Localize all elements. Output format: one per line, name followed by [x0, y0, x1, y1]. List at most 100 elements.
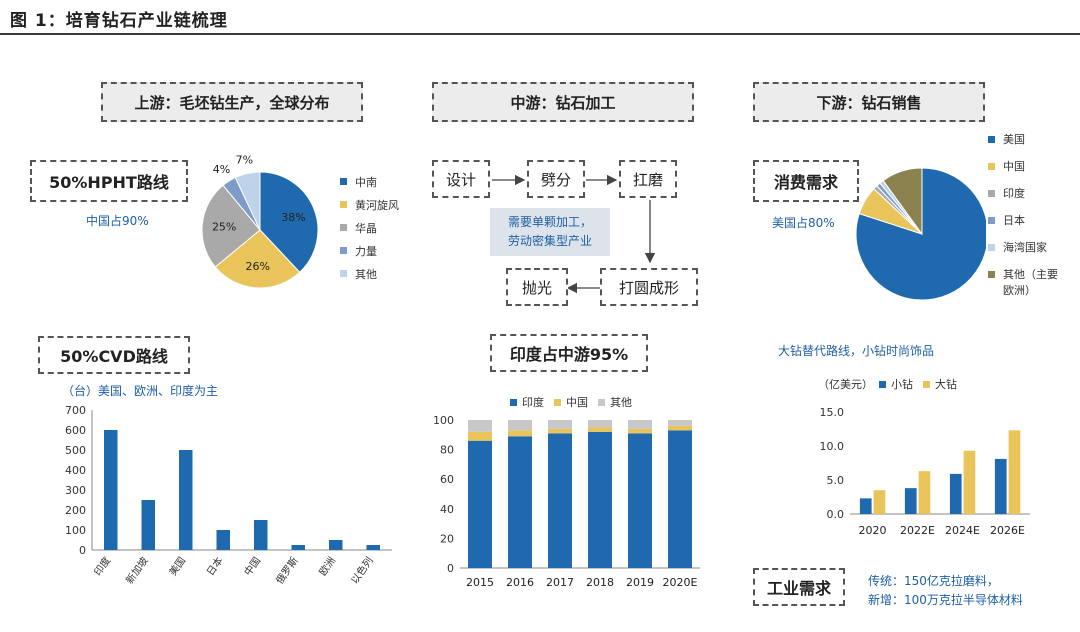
cvd-bar-chart: 0 100 200 300 400 500 600 700 印度 新加坡 美国 日本 中国 俄罗斯 欧洲 以色… [65, 404, 392, 586]
legend-label: 华晶 [355, 221, 377, 235]
legend-swatch [923, 380, 930, 388]
legend-swatch [988, 190, 995, 197]
legend-swatch [879, 380, 886, 388]
legend-label: 大钻 [935, 378, 957, 391]
legend-item: 其他（主要欧洲） [988, 267, 1065, 303]
hpht-note: 中国占90% [86, 214, 149, 228]
legend-item: 海湾国家 [988, 240, 1065, 267]
legend-label: 中国 [1003, 160, 1025, 173]
bar [216, 530, 230, 550]
legend-label: 力量 [355, 244, 377, 258]
bar [329, 540, 343, 550]
bar [141, 500, 155, 550]
cvd-note: （台）美国、欧洲、印度为主 [62, 384, 219, 398]
hpht-route-label: 50%HPHT路线 [30, 160, 188, 202]
stacked-bar-segment [628, 428, 652, 434]
step-cleave: 劈分 [527, 160, 585, 198]
pie-value-label: 38% [281, 211, 305, 224]
y-tick-label: 100 [433, 414, 454, 427]
legend-label: 其他（主要欧洲） [1003, 268, 1058, 297]
stacked-bar-segment [628, 420, 652, 429]
midstream-note: 需要单颗加工， 劳动密集型产业 [490, 208, 610, 256]
bar [859, 498, 872, 514]
pie-slice [259, 171, 319, 273]
y-tick-label: 40 [440, 503, 454, 516]
bar [104, 430, 118, 550]
legend-swatch [988, 163, 995, 170]
pie-value-label: 4% [213, 163, 230, 176]
legend-label: 海湾国家 [1003, 241, 1047, 254]
stacked-bar-segment [508, 436, 532, 568]
legend-item: 日本 [988, 213, 1065, 240]
y-tick-label: 10.0 [820, 440, 845, 453]
consumer-note: 美国占80% [772, 216, 835, 230]
size-bar-chart: 0.0 5.0 10.0 15.0 2020 2022E 2024E 2026E [820, 406, 1030, 537]
stacked-bar-segment [548, 428, 572, 434]
x-tick-label: 中国 [241, 554, 263, 578]
x-tick-label: 2024E [945, 524, 980, 537]
x-tick-label: 2020E [663, 576, 698, 589]
stacked-bar-segment [508, 420, 532, 431]
bar [366, 545, 380, 550]
stacked-bar-segment [588, 427, 612, 432]
y-tick-label: 15.0 [820, 406, 845, 419]
title-divider [0, 33, 1080, 35]
step-round: 打圆成形 [600, 268, 698, 306]
upstream-header: 上游：毛坯钻生产，全球分布 [101, 82, 363, 122]
process-arrows [492, 174, 656, 294]
bar [291, 545, 305, 550]
y-tick-label: 0 [447, 562, 454, 575]
legend-label: 印度 [522, 396, 544, 409]
pie-slice [214, 229, 301, 289]
stacked-bar-segment [468, 431, 492, 441]
legend-swatch [340, 224, 347, 231]
bar [994, 458, 1007, 514]
y-tick-label: 500 [65, 444, 86, 457]
downstream-header: 下游：钻石销售 [753, 82, 985, 122]
industrial-note-line2: 新增：100万克拉半导体材料 [868, 593, 1023, 607]
trend-note: 大钻替代路线，小钻时尚饰品 [778, 344, 935, 358]
step-grind: 扛磨 [619, 160, 677, 198]
legend-item: 大钻 [923, 376, 957, 392]
stacked-bar-segment [588, 420, 612, 428]
x-tick-label: 2026E [990, 524, 1025, 537]
size-bar-legend: （亿美元） 小钻 大钻 [818, 376, 967, 392]
legend-swatch [340, 201, 347, 208]
consumer-pie-chart [856, 167, 986, 301]
y-tick-label: 300 [65, 484, 86, 497]
industrial-note-line1: 传统：150亿克拉磨料， [868, 574, 999, 588]
legend-item: 中国 [554, 394, 588, 410]
y-tick-label: 400 [65, 464, 86, 477]
industrial-note: 传统：150亿克拉磨料， 新增：100万克拉半导体材料 [868, 572, 1023, 610]
x-tick-label: 日本 [204, 554, 226, 578]
legend-swatch [988, 136, 995, 143]
x-tick-label: 俄罗斯 [273, 554, 301, 586]
legend-item: 中国 [988, 159, 1065, 186]
pie-value-label: 25% [212, 221, 236, 234]
legend-swatch [554, 398, 561, 406]
x-tick-label: 2022E [900, 524, 935, 537]
bar [873, 490, 886, 514]
stacked-bar-segment [668, 420, 692, 426]
y-tick-label: 0.0 [827, 508, 845, 521]
legend-swatch [988, 217, 995, 224]
legend-item: 其他 [340, 262, 399, 285]
x-tick-label: 2016 [506, 576, 534, 589]
pie-slice [201, 184, 261, 268]
legend-label: 印度 [1003, 187, 1025, 200]
unit-label: （亿美元） [818, 378, 873, 391]
legend-swatch [598, 398, 605, 406]
y-tick-label: 0 [79, 544, 86, 557]
step-polish: 抛光 [506, 268, 568, 306]
x-tick-label: 2020 [859, 524, 887, 537]
legend-swatch [340, 270, 347, 277]
y-tick-label: 200 [65, 504, 86, 517]
legend-item: 小钻 [879, 376, 913, 392]
legend-label: 中国 [566, 396, 588, 409]
mid-stacked-bar-chart: 0 20 40 60 80 100 2015 2016 2017 2018 2019 2020E [433, 414, 700, 589]
stacked-bar-segment [668, 430, 692, 568]
legend-label: 其他 [610, 396, 632, 409]
bar [904, 488, 917, 514]
legend-label: 其他 [355, 267, 377, 281]
figure-title: 图 1：培育钻石产业链梳理 [10, 11, 228, 31]
